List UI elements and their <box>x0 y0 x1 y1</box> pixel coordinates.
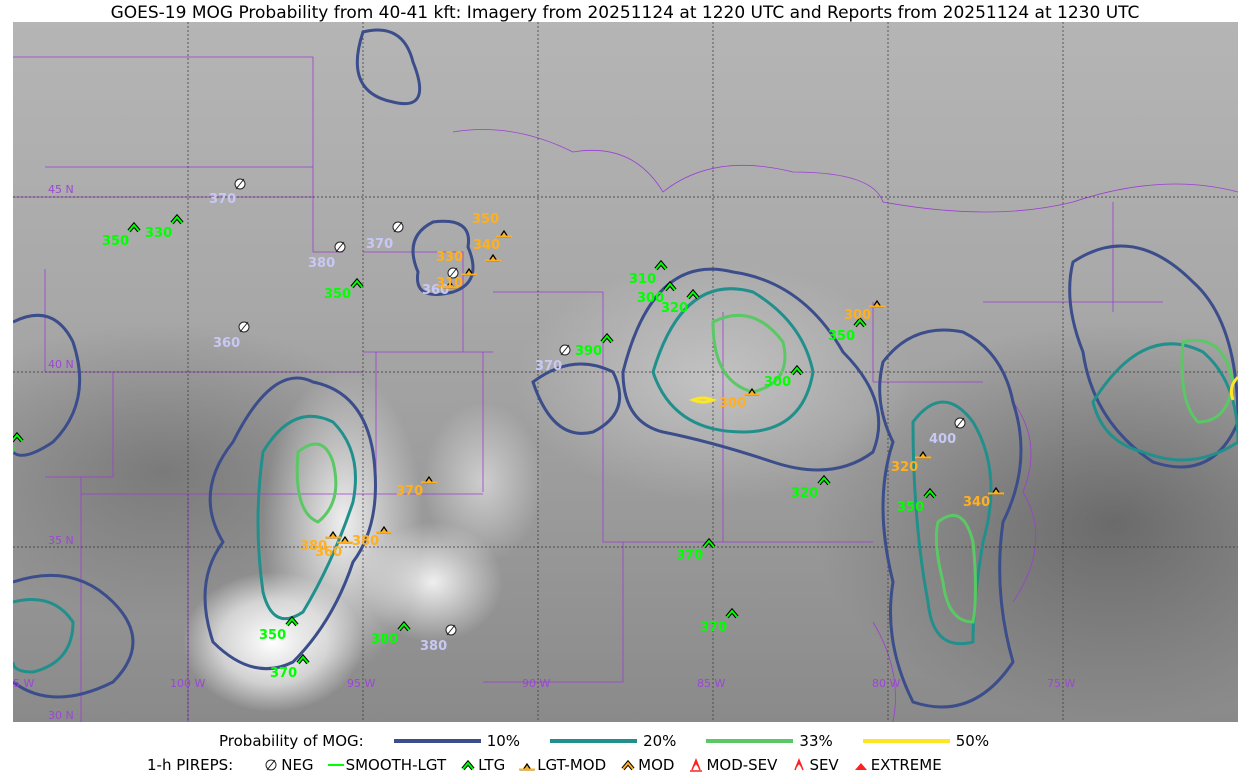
level-label: 20% <box>643 732 677 750</box>
pirep-legend-label: NEG <box>281 756 314 774</box>
pirep-altitude-label: 380 <box>300 539 328 554</box>
triangle-bar-icon <box>519 757 537 773</box>
map-area: 45 N 40 N 35 N 30 N 105 W 100 W 95 W 90 … <box>13 22 1238 722</box>
lon-label: 80 W <box>872 677 901 690</box>
pirep-altitude-label: 300 <box>719 396 747 411</box>
pirep-altitude-label: 370 <box>676 548 704 563</box>
contour-20pct <box>13 287 1238 674</box>
double-chevron-icon <box>791 757 809 773</box>
pirep-legend-label: SEV <box>809 756 839 774</box>
grid-lines <box>13 22 1238 722</box>
pirep-altitude-label: 360 <box>13 443 15 458</box>
pirep-altitude-label: 340 <box>963 495 991 510</box>
pirep-legend-label: MOD-SEV <box>706 756 778 774</box>
mog-contours <box>13 28 1238 709</box>
double-chevron-bar-icon <box>688 757 706 773</box>
pirep-altitude-label: 320 <box>891 460 919 475</box>
lat-label: 40 N <box>48 358 74 371</box>
pirep-altitude-label: 380 <box>371 632 399 647</box>
level-label: 33% <box>799 732 833 750</box>
pirep-legend-label: MOD <box>638 756 675 774</box>
pirep-legend-label: LTG <box>478 756 506 774</box>
pirep-legend-item-mod: MOD <box>620 756 674 774</box>
lon-label: 95 W <box>347 677 376 690</box>
pirep-legend: 1-h PIREPS: NEG SMOOTH-LGT LTG LGT-MOD MOD MO… <box>147 756 956 774</box>
chevron-icon <box>620 757 638 773</box>
lon-label: 100 W <box>170 677 206 690</box>
pirep-altitude-label: 320 <box>661 301 689 316</box>
level-label: 10% <box>486 732 521 750</box>
pirep-altitude-label: 350 <box>897 500 925 515</box>
swatch-33pct <box>706 739 794 743</box>
pirep-altitude-label: 360 <box>213 336 241 351</box>
lat-label: 35 N <box>48 534 74 547</box>
pirep-altitude-label: 370 <box>700 620 728 635</box>
pirep-altitude-label: 370 <box>396 484 424 499</box>
lon-label: 85 W <box>697 677 726 690</box>
probability-legend: Probability of MOG: 10% 20% 33% 50% <box>219 732 989 750</box>
contour-10pct <box>13 28 1238 709</box>
pirep-altitude-label: 380 <box>420 639 448 654</box>
pirep-altitude-label: 300 <box>764 375 792 390</box>
pirep-altitude-label: 350 <box>828 329 856 344</box>
pirep-altitude-label: 350 <box>324 287 352 302</box>
pirep-altitude-label: 350 <box>102 234 130 249</box>
pirep-legend-item-smooth-lgt: SMOOTH-LGT <box>327 756 447 774</box>
pirep-altitude-label: 350 <box>259 628 287 643</box>
contour-50pct <box>688 375 1238 404</box>
pirep-legend-item-sev: SEV <box>791 756 839 774</box>
lat-label: 30 N <box>48 709 74 722</box>
pirep-legend-item-lgt-mod: LGT-MOD <box>519 756 606 774</box>
pirep-altitude-label: 300 <box>844 308 872 323</box>
pirep-altitude-label: 350 <box>472 212 500 227</box>
neg-icon <box>263 757 281 773</box>
filled-triangle-icon <box>853 757 871 773</box>
pirep-altitude-label: 400 <box>929 432 957 447</box>
pirep-altitude-label: 310 <box>629 272 657 287</box>
pirep-legend-item-extreme: EXTREME <box>853 756 942 774</box>
pirep-altitude-label: 330 <box>436 250 464 265</box>
pirep-legend-title: 1-h PIREPS: <box>147 756 234 774</box>
pirep-legend-item-neg: NEG <box>263 756 314 774</box>
pirep-altitude-label: 370 <box>366 237 394 252</box>
chevron-icon <box>460 757 478 773</box>
pirep-altitude-label: 380 <box>308 256 336 271</box>
pirep-altitude-label: 370 <box>209 192 237 207</box>
lon-label: 90 W <box>522 677 551 690</box>
swatch-20pct <box>550 739 638 743</box>
pirep-altitude-label: 370 <box>535 359 563 374</box>
pirep-altitude-label: 370 <box>270 666 298 681</box>
pirep-altitude-label: 310 <box>436 276 464 291</box>
lon-label: 105 W <box>13 677 35 690</box>
pirep-altitude-label: 320 <box>791 486 819 501</box>
contour-33pct <box>295 313 1235 624</box>
pirep-altitude-label: 340 <box>473 238 501 253</box>
pirep-legend-label: LGT-MOD <box>537 756 607 774</box>
pirep-legend-label: EXTREME <box>870 756 942 774</box>
lat-label: 45 N <box>48 183 74 196</box>
lon-label: 75 W <box>1047 677 1076 690</box>
swatch-50pct <box>862 739 950 743</box>
probability-legend-title: Probability of MOG: <box>219 732 364 750</box>
swatch-10pct <box>393 739 481 743</box>
pirep-legend-item-mod-sev: MOD-SEV <box>688 756 777 774</box>
pirep-altitude-label: 330 <box>145 226 173 241</box>
pirep-altitude-label: 360 <box>315 545 343 560</box>
level-label: 50% <box>955 732 990 750</box>
pirep-altitude-label: 380 <box>352 534 380 549</box>
line-icon <box>327 757 346 773</box>
pirep-altitude-label: 390 <box>575 344 603 359</box>
map-overlay <box>13 22 1238 722</box>
chart-title: GOES-19 MOG Probability from 40-41 kft: … <box>110 3 1140 23</box>
pirep-altitude-label: 300 <box>637 291 665 306</box>
pirep-legend-label: SMOOTH-LGT <box>345 756 447 774</box>
pirep-legend-item-ltg: LTG <box>460 756 505 774</box>
